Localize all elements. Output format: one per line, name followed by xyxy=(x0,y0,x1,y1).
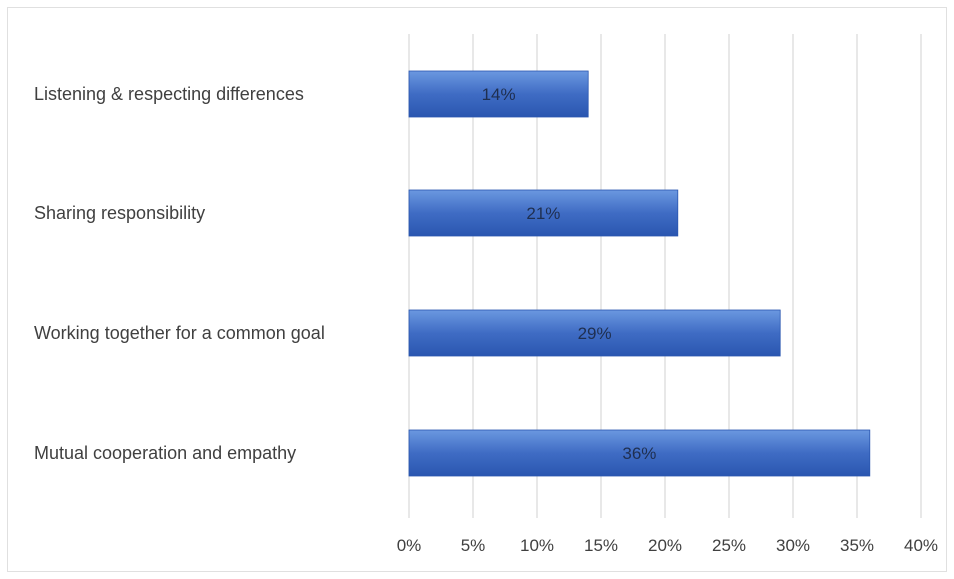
x-tick-label: 30% xyxy=(776,536,810,555)
bar xyxy=(408,309,781,357)
x-tick-label: 0% xyxy=(397,536,422,555)
x-tick-label: 35% xyxy=(840,536,874,555)
category-label: Working together for a common goal xyxy=(34,323,325,343)
x-tick-label: 5% xyxy=(461,536,486,555)
x-tick-label: 10% xyxy=(520,536,554,555)
category-label: Mutual cooperation and empathy xyxy=(34,443,296,463)
bar xyxy=(408,70,589,118)
category-label: Listening & respecting differences xyxy=(34,84,304,104)
data-label: 29% xyxy=(578,324,612,343)
x-tick-label: 40% xyxy=(904,536,938,555)
x-tick-label: 15% xyxy=(584,536,618,555)
x-tick-label: 20% xyxy=(648,536,682,555)
bar xyxy=(408,189,679,237)
label-layer: 0% 5% 10% 15% 20% 25% 30% 35% 40% Listening & res… xyxy=(34,84,938,555)
x-tick-label: 25% xyxy=(712,536,746,555)
data-label: 36% xyxy=(622,444,656,463)
category-label: Sharing responsibility xyxy=(34,203,205,223)
bar-layer xyxy=(408,70,871,477)
data-label: 14% xyxy=(482,85,516,104)
bar xyxy=(408,429,871,477)
data-label: 21% xyxy=(526,204,560,223)
